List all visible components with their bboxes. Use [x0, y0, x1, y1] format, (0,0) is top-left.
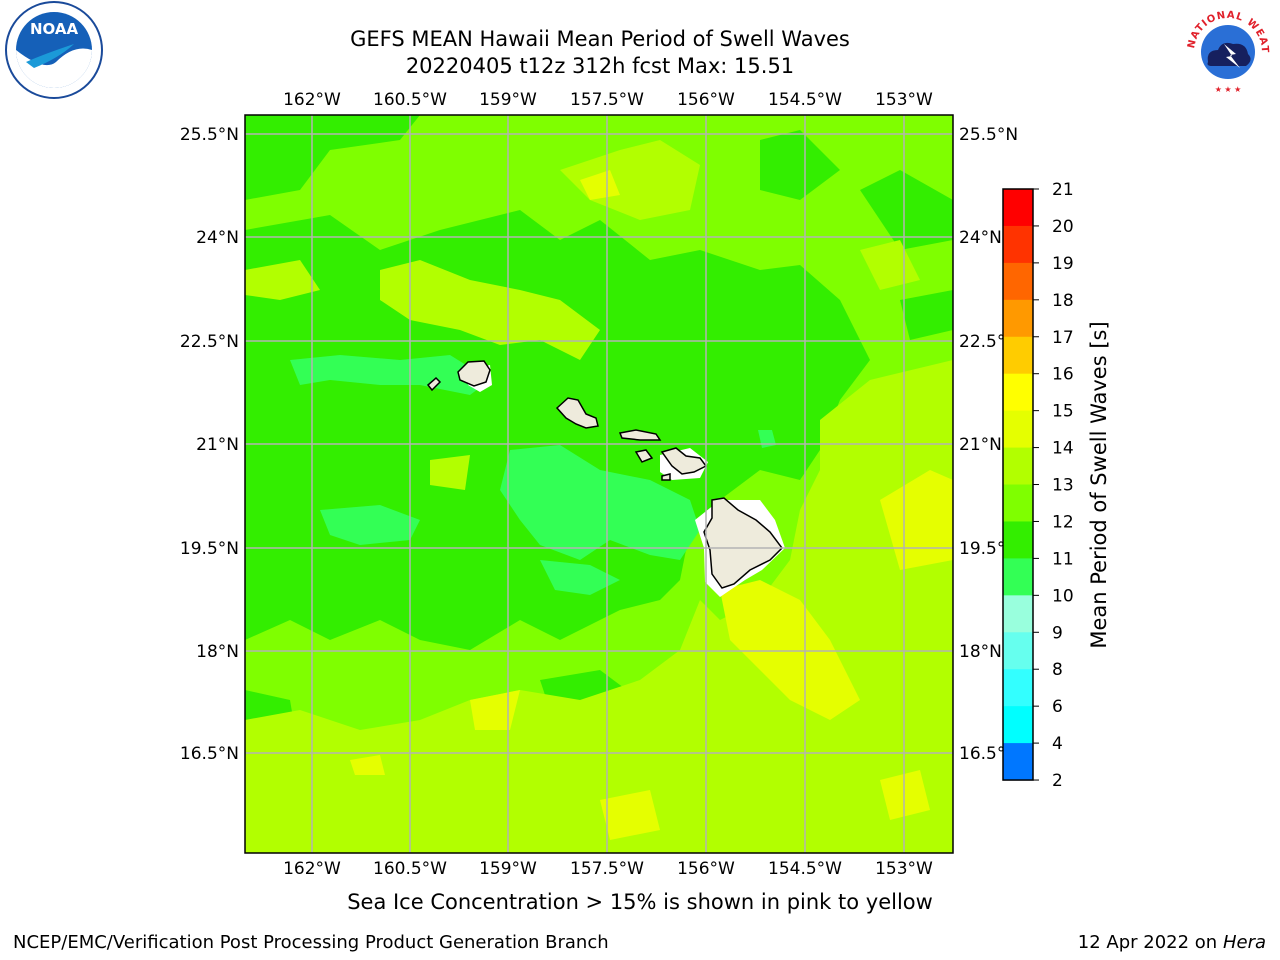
colorbar-segment [1003, 521, 1033, 559]
colorbar-segment [1003, 189, 1033, 227]
lon-label-top: 162°W [283, 90, 341, 110]
chart-title: GEFS MEAN Hawaii Mean Period of Swell Wa… [350, 27, 850, 51]
colorbar-tick-label: 14 [1052, 439, 1074, 459]
sea-ice-note: Sea Ice Concentration > 15% is shown in … [347, 890, 933, 914]
colorbar-tick-label: 10 [1052, 586, 1074, 606]
colorbar-segment [1003, 632, 1033, 670]
lat-label-right: 18°N [959, 642, 1002, 662]
colorbar-tick-label: 21 [1052, 180, 1074, 200]
colorbar-segment [1003, 447, 1033, 486]
island-lanai [634, 449, 654, 463]
lat-label-left: 24°N [196, 228, 239, 248]
colorbar-tick-label: 17 [1052, 328, 1074, 348]
period-14-15-contours [350, 170, 953, 840]
colorbar-tick-label: 20 [1052, 217, 1074, 237]
lat-label-left: 25.5°N [180, 125, 239, 145]
colorbar-segment [1003, 706, 1033, 744]
colorbar-segment [1003, 373, 1033, 412]
colorbar-label: Mean Period of Swell Waves [s] [1087, 321, 1111, 648]
credit-text: NCEP/EMC/Verification Post Processing Pr… [13, 932, 609, 953]
colorbar-segment [1003, 595, 1033, 633]
colorbar-tick-label: 6 [1052, 697, 1063, 717]
lat-label-left: 18°N [196, 642, 239, 662]
lat-label-left: 19.5°N [180, 539, 239, 559]
colorbar-tick-label: 15 [1052, 402, 1074, 422]
date-text: 12 Apr 2022 on Hera [1078, 932, 1266, 953]
colorbar-tick-label: 11 [1052, 549, 1074, 569]
colorbar-tick-label: 12 [1052, 512, 1074, 532]
lon-label-bottom: 156°W [677, 859, 735, 879]
colorbar-segment [1003, 299, 1033, 338]
lat-label-left: 21°N [196, 435, 239, 455]
period-13-14-contours [245, 140, 953, 853]
lat-label-right: 24°N [959, 228, 1002, 248]
island-niihau [426, 376, 442, 392]
lon-label-bottom: 159°W [479, 859, 537, 879]
colorbar-tick-label: 9 [1052, 623, 1063, 643]
colorbar-tick-label: 2 [1052, 771, 1063, 791]
colorbar-segment [1003, 225, 1033, 264]
colorbar: 21 20 19 18 17 16 15 14 13 12 11 10 9 8 6 4 2 [1002, 180, 1074, 791]
lon-label-bottom: 153°W [875, 859, 933, 879]
colorbar-tick-label: 8 [1052, 660, 1063, 680]
colorbar-tick-label: 19 [1052, 254, 1074, 274]
map-gridlines [245, 115, 953, 853]
island-kauai [457, 360, 491, 387]
colorbar-tick-label: 4 [1052, 734, 1063, 754]
lat-label-left: 16.5°N [180, 744, 239, 764]
colorbar-segment [1003, 743, 1033, 781]
noaa-logo-text: NOAA [30, 20, 79, 38]
hawaiian-islands [426, 360, 783, 589]
colorbar-segment [1003, 262, 1033, 301]
host-name: Hera [1222, 932, 1266, 953]
lon-label-bottom: 160.5°W [373, 859, 447, 879]
lon-label-bottom: 157.5°W [570, 859, 644, 879]
noaa-logo: NOAA [5, 1, 103, 99]
nws-logo: NATIONAL WEATHER SERVICE ★ ★ ★ [1178, 0, 1275, 97]
colorbar-segment [1003, 336, 1033, 375]
island-kahoolawe [661, 473, 671, 481]
lon-label-top: 160.5°W [373, 90, 447, 110]
colorbar-tick-label: 18 [1052, 291, 1074, 311]
colorbar-segment [1003, 484, 1033, 522]
chart-subtitle: 20220405 t12z 312h fcst Max: 15.51 [405, 54, 795, 78]
lon-label-top: 156°W [677, 90, 735, 110]
lon-label-top: 154.5°W [768, 90, 842, 110]
period-10-11-contours [290, 355, 776, 595]
island-oahu [555, 397, 599, 429]
lon-label-top: 157.5°W [570, 90, 644, 110]
colorbar-segment [1003, 669, 1033, 707]
lat-label-right: 21°N [959, 435, 1002, 455]
island-molokai [618, 429, 662, 441]
map-frame [244, 114, 954, 854]
lat-label-right: 25.5°N [959, 125, 1018, 145]
lon-label-top: 159°W [479, 90, 537, 110]
colorbar-segment [1003, 558, 1033, 596]
svg-text:★ ★ ★: ★ ★ ★ [1215, 85, 1242, 94]
lon-label-bottom: 154.5°W [768, 859, 842, 879]
date-prefix: 12 Apr 2022 on [1077, 932, 1223, 953]
colorbar-tick-label: 13 [1052, 476, 1074, 496]
colorbar-segment [1003, 410, 1033, 449]
lat-label-left: 22.5°N [180, 332, 239, 352]
lon-label-top: 153°W [875, 90, 933, 110]
colorbar-tick-label: 16 [1052, 365, 1074, 385]
lon-label-bottom: 162°W [283, 859, 341, 879]
